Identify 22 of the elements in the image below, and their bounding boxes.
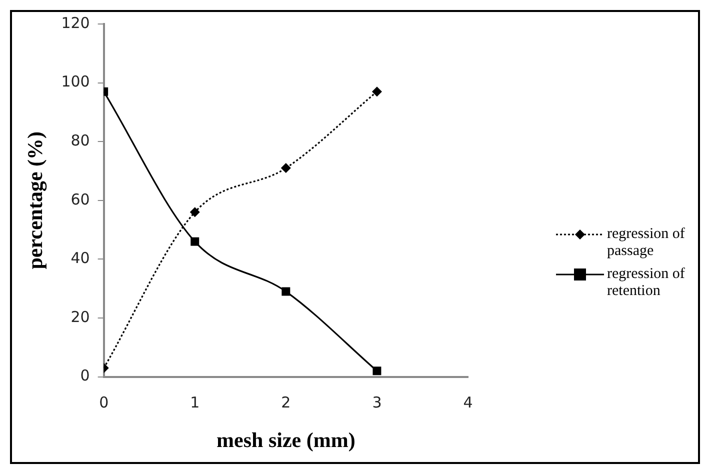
x-tick-label: 1 <box>190 394 200 412</box>
point <box>282 287 290 296</box>
y-tick-label: 40 <box>70 249 90 268</box>
y-tick-label: 80 <box>70 131 90 150</box>
x-tick-label: 2 <box>281 394 291 412</box>
y-axis-title: percentage (%) <box>23 131 48 270</box>
x-axis-title: mesh size (mm) <box>216 428 356 452</box>
y-tick-label: 120 <box>61 14 90 32</box>
legend-label: regression of retention <box>607 266 686 300</box>
x-tick-label: 4 <box>463 394 473 412</box>
point <box>372 86 382 97</box>
point <box>372 366 382 376</box>
y-tick-label: 20 <box>70 308 90 326</box>
legend-label: regression of passage <box>607 226 686 260</box>
x-tick-label: 3 <box>372 394 382 412</box>
point <box>190 207 200 218</box>
y-tick-label: 0 <box>80 366 90 385</box>
point <box>280 163 291 174</box>
y-tick-label: 100 <box>61 72 90 91</box>
y-tick-label: 60 <box>70 190 90 208</box>
x-tick-label: 0 <box>99 394 109 412</box>
point <box>190 237 200 246</box>
